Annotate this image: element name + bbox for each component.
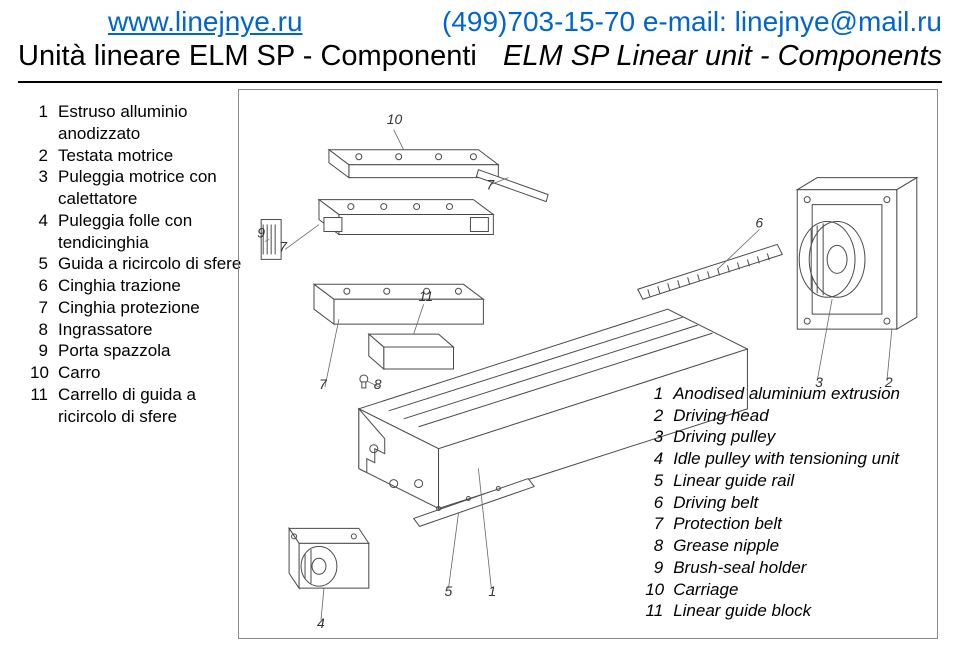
legend-it-item: 11Carrello di guida a ricircolo di sfere <box>30 384 248 428</box>
legend-en-item: 2Driving head <box>645 405 900 427</box>
legend-it-item: 1Estruso alluminio anodizzato <box>30 101 248 145</box>
legend-en-item: 9Brush-seal holder <box>645 557 900 579</box>
svg-text:9: 9 <box>257 224 265 240</box>
legend-en-item: 7Protection belt <box>645 513 900 535</box>
legend-it-item: 2Testata motrice <box>30 145 248 167</box>
legend-it-item: 4Puleggia folle con tendicinghia <box>30 210 248 254</box>
website-link[interactable]: www.linejnye.ru <box>108 6 303 38</box>
title-english: ELM SP Linear unit - Components <box>503 40 942 73</box>
svg-text:10: 10 <box>387 111 403 127</box>
svg-text:7: 7 <box>319 376 328 392</box>
carriage-mid <box>319 200 493 235</box>
legend-en-item: 8Grease nipple <box>645 535 900 557</box>
carriage-lower <box>314 284 483 324</box>
guide-block <box>369 334 454 369</box>
grease-nipple <box>360 375 368 388</box>
legend-english: 1Anodised aluminium extrusion 2Driving h… <box>645 383 900 622</box>
svg-text:11: 11 <box>419 288 433 304</box>
legend-it-item: 9Porta spazzola <box>30 340 248 362</box>
legend-en-item: 1Anodised aluminium extrusion <box>645 383 900 405</box>
svg-text:8: 8 <box>374 376 382 392</box>
header-top-row: www.linejnye.ru (499)703-15-70 e-mail: l… <box>18 6 942 38</box>
legend-it-item: 7Cinghia protezione <box>30 297 248 319</box>
title-italian: Unità lineare ELM SP - Componenti <box>18 40 477 73</box>
legend-en-item: 5Linear guide rail <box>645 470 900 492</box>
svg-text:6: 6 <box>755 214 763 230</box>
svg-text:7: 7 <box>279 238 288 254</box>
legend-en-item: 6Driving belt <box>645 492 900 514</box>
contact-info: (499)703-15-70 e-mail: linejnye@mail.ru <box>442 6 942 38</box>
page-header: www.linejnye.ru (499)703-15-70 e-mail: l… <box>0 0 960 75</box>
carriage-plate <box>329 150 498 178</box>
svg-text:1: 1 <box>488 583 496 599</box>
svg-text:5: 5 <box>445 583 453 599</box>
legend-en-item: 10Carriage <box>645 579 900 601</box>
legend-italian: 1Estruso alluminio anodizzato 2Testata m… <box>30 101 248 427</box>
legend-it-item: 6Cinghia trazione <box>30 275 248 297</box>
legend-it-item: 5Guida a ricircolo di sfere <box>30 253 248 275</box>
legend-it-item: 8Ingrassatore <box>30 319 248 341</box>
driving-belt <box>638 244 782 299</box>
legend-en-item: 4Idle pulley with tensioning unit <box>645 448 900 470</box>
legend-en-item: 11Linear guide block <box>645 600 900 622</box>
content-area: 1Estruso alluminio anodizzato 2Testata m… <box>0 83 960 648</box>
legend-en-item: 3Driving pulley <box>645 426 900 448</box>
svg-text:7: 7 <box>486 177 495 193</box>
header-titles-row: Unità lineare ELM SP - Componenti ELM SP… <box>18 40 942 73</box>
legend-it-item: 3Puleggia motrice con calettatore <box>30 166 248 210</box>
legend-it-item: 10Carro <box>30 362 248 384</box>
svg-text:4: 4 <box>317 615 325 631</box>
idle-pulley <box>289 528 369 588</box>
